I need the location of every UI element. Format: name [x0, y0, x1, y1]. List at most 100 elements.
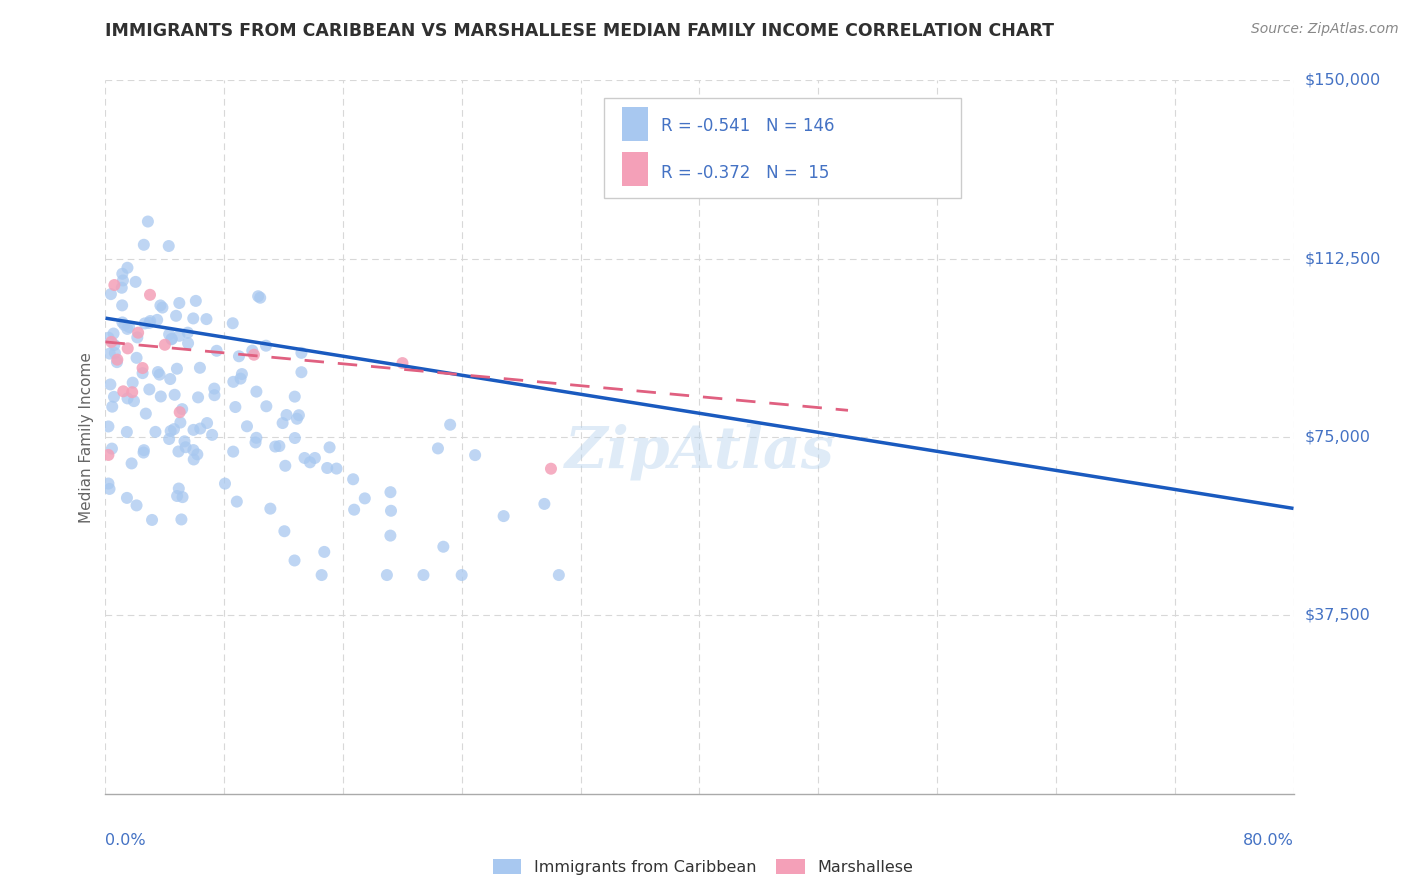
- Point: [169, 416, 191, 430]
- Point: [236, 419, 259, 434]
- Point: [146, 313, 169, 327]
- Point: [186, 447, 208, 461]
- Point: [298, 455, 321, 469]
- Point: [492, 509, 515, 524]
- Point: [172, 490, 194, 504]
- Point: [111, 298, 134, 312]
- Point: [254, 399, 277, 413]
- Point: [195, 312, 218, 326]
- Point: [111, 273, 134, 287]
- Point: [104, 346, 127, 360]
- Point: [249, 291, 271, 305]
- Point: [115, 491, 138, 505]
- Point: [136, 214, 159, 228]
- Point: [97, 331, 120, 345]
- Point: [380, 485, 402, 500]
- Point: [426, 442, 449, 456]
- Point: [264, 440, 287, 454]
- Point: [214, 476, 236, 491]
- Point: [259, 501, 281, 516]
- Point: [276, 408, 298, 422]
- Point: [177, 336, 200, 351]
- Point: [540, 461, 562, 475]
- Point: [229, 371, 252, 385]
- Point: [172, 402, 194, 417]
- Text: $75,000: $75,000: [1305, 430, 1371, 444]
- Point: [432, 540, 454, 554]
- Point: [127, 330, 149, 344]
- Point: [166, 489, 188, 503]
- Point: [170, 512, 193, 526]
- Point: [290, 346, 312, 360]
- Point: [450, 568, 472, 582]
- Point: [204, 388, 226, 402]
- Point: [318, 441, 340, 455]
- Point: [188, 421, 211, 435]
- Point: [245, 431, 267, 445]
- Point: [183, 452, 205, 467]
- Point: [132, 443, 155, 458]
- Point: [245, 384, 267, 399]
- Point: [224, 400, 246, 414]
- Point: [169, 328, 191, 343]
- Point: [316, 461, 339, 475]
- Point: [163, 388, 186, 402]
- Point: [167, 444, 190, 458]
- Point: [101, 400, 124, 414]
- Point: [160, 332, 183, 346]
- Point: [464, 448, 486, 462]
- Point: [380, 528, 402, 542]
- Text: R = -0.541   N = 146: R = -0.541 N = 146: [661, 117, 835, 135]
- Point: [311, 568, 333, 582]
- Point: [121, 457, 143, 471]
- Point: [139, 288, 162, 302]
- FancyBboxPatch shape: [623, 107, 648, 141]
- Point: [181, 311, 204, 326]
- Point: [124, 275, 146, 289]
- Point: [132, 237, 155, 252]
- Point: [274, 458, 297, 473]
- Text: IMMIGRANTS FROM CARIBBEAN VS MARSHALLESE MEDIAN FAMILY INCOME CORRELATION CHART: IMMIGRANTS FROM CARIBBEAN VS MARSHALLESE…: [105, 22, 1054, 40]
- Point: [240, 343, 263, 358]
- Point: [131, 366, 153, 380]
- Point: [169, 296, 191, 310]
- Point: [117, 342, 139, 356]
- Point: [148, 368, 170, 382]
- Text: ZipAtlas: ZipAtlas: [565, 423, 834, 480]
- Point: [131, 361, 153, 376]
- Point: [103, 338, 125, 352]
- Point: [112, 384, 135, 399]
- Point: [157, 432, 180, 446]
- Point: [125, 351, 148, 365]
- Point: [183, 423, 205, 437]
- Point: [97, 448, 120, 462]
- Point: [177, 326, 200, 340]
- Point: [269, 439, 291, 453]
- Point: [254, 339, 277, 353]
- Text: R = -0.372   N =  15: R = -0.372 N = 15: [661, 164, 830, 182]
- Point: [105, 352, 128, 367]
- Point: [343, 502, 366, 516]
- Point: [375, 568, 398, 582]
- Point: [165, 309, 187, 323]
- Point: [146, 365, 169, 379]
- Point: [183, 443, 205, 458]
- Point: [231, 367, 253, 381]
- Point: [195, 416, 218, 430]
- Point: [139, 314, 162, 328]
- Point: [112, 318, 135, 332]
- Point: [115, 425, 138, 439]
- FancyBboxPatch shape: [623, 152, 648, 186]
- Point: [121, 385, 143, 400]
- Text: $150,000: $150,000: [1305, 73, 1381, 87]
- Point: [153, 338, 176, 352]
- Point: [391, 356, 413, 370]
- Point: [118, 320, 141, 334]
- Point: [100, 287, 122, 301]
- Point: [247, 289, 270, 303]
- Point: [201, 428, 224, 442]
- Point: [138, 316, 160, 330]
- Point: [288, 408, 311, 422]
- Point: [103, 390, 125, 404]
- Point: [271, 416, 294, 430]
